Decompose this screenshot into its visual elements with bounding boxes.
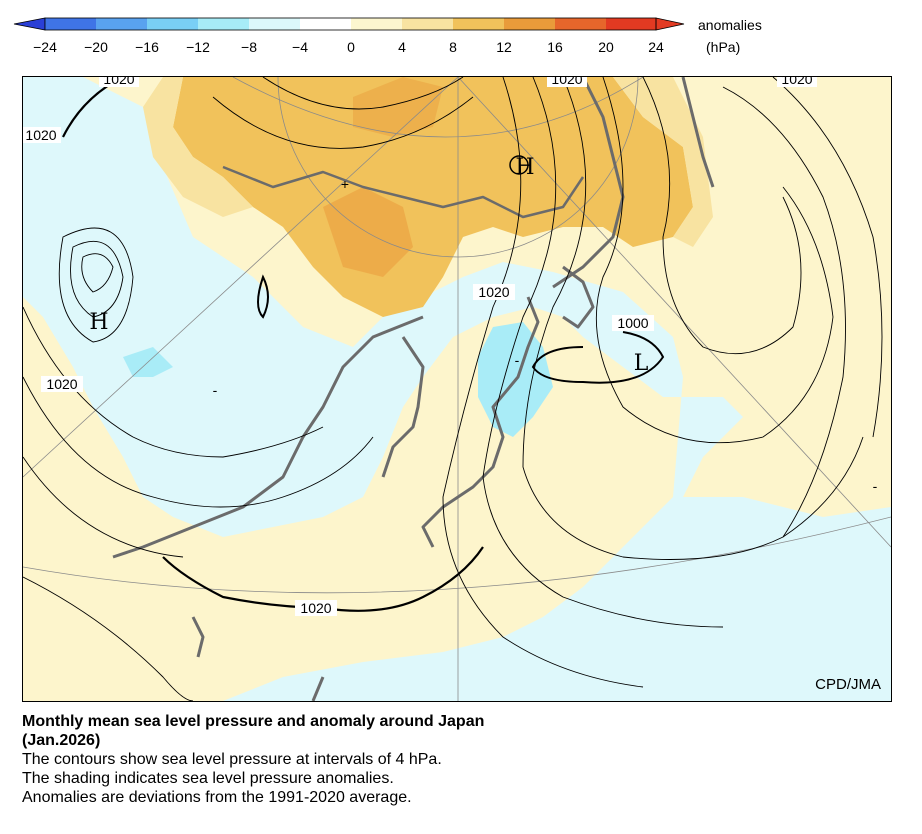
national-border bbox=[222, 165, 585, 219]
caption-title: Monthly mean sea level pressure and anom… bbox=[22, 713, 485, 730]
isobar-label-1020-b: 1020 bbox=[25, 127, 56, 143]
colorbar-swatch-11 bbox=[555, 18, 606, 30]
coastline-kamchatka bbox=[681, 77, 715, 188]
high-center-west: H bbox=[89, 310, 108, 335]
colorbar-swatch-4 bbox=[198, 18, 249, 30]
caption-line-3: Anomalies are deviations from the 1991-2… bbox=[22, 789, 412, 806]
isobar-label-1020-d: 1020 bbox=[781, 77, 812, 87]
caption-subtitle: (Jan.2026) bbox=[22, 732, 101, 749]
colorbar-swatch-1 bbox=[45, 18, 96, 30]
pressure-anomaly-map: 1020 1020 1020 1020 1020 1020 1020 1000 … bbox=[23, 77, 891, 701]
isobar-label-1020-a: 1020 bbox=[103, 77, 134, 87]
coastline-korea bbox=[381, 336, 425, 478]
colorbar-swatch-8 bbox=[402, 18, 453, 30]
colorbar-tick-11: 20 bbox=[598, 39, 614, 55]
isobar-labels: 1020 1020 1020 1020 1020 1020 1020 1000 bbox=[23, 77, 817, 616]
colorbar-tick-4: −8 bbox=[241, 39, 257, 55]
colorbar-tick-3: −12 bbox=[186, 39, 210, 55]
caption-line-1: The contours show sea level pressure at … bbox=[22, 751, 442, 768]
anomaly-colorbar: −24 −20 −16 −12 −8 −4 0 4 8 12 16 20 24 … bbox=[13, 17, 762, 55]
colorbar-swatch-2 bbox=[96, 18, 147, 30]
coastline-ryukyu bbox=[311, 676, 325, 701]
colorbar-swatch-0 bbox=[13, 17, 46, 31]
colorbar-swatch-9 bbox=[453, 18, 504, 30]
colorbar-tick-1: −20 bbox=[84, 39, 108, 55]
colorbar-tick-9: 12 bbox=[496, 39, 512, 55]
colorbar-tick-10: 16 bbox=[547, 39, 563, 55]
coastlines bbox=[112, 77, 715, 701]
colorbar-tick-6: 0 bbox=[347, 39, 355, 55]
isobars bbox=[23, 77, 883, 701]
colorbar-tick-7: 4 bbox=[398, 39, 406, 55]
credit-label: CPD/JMA bbox=[815, 676, 881, 693]
positive-anomaly-region bbox=[173, 77, 693, 317]
graticule bbox=[23, 77, 891, 701]
anomaly-minus-mark-1: - bbox=[515, 352, 520, 368]
colorbar-swatch-3 bbox=[147, 18, 198, 30]
colorbar-swatches bbox=[13, 17, 685, 31]
isobar-1000-low bbox=[531, 331, 665, 384]
caption-line-2: The shading indicates sea level pressure… bbox=[22, 770, 394, 787]
negative-anomaly-region bbox=[23, 77, 891, 701]
anomaly-minus-mark-0: - bbox=[213, 382, 218, 398]
colorbar-tick-0: −24 bbox=[33, 39, 57, 55]
colorbar-swatch-6 bbox=[300, 18, 351, 30]
anomaly-minus-mark-2: - bbox=[873, 478, 878, 494]
colorbar-tick-5: −4 bbox=[292, 39, 308, 55]
map-frame: 1020 1020 1020 1020 1020 1020 1020 1000 … bbox=[22, 76, 892, 702]
colorbar-tick-8: 8 bbox=[449, 39, 457, 55]
coastline-japan-hokkaido bbox=[562, 265, 595, 329]
colorbar-tick-12: 24 bbox=[648, 39, 664, 55]
colorbar-swatch-5 bbox=[249, 18, 300, 30]
caption: Monthly mean sea level pressure and anom… bbox=[22, 712, 902, 807]
isobar-label-1020-c: 1020 bbox=[551, 77, 582, 87]
low-center-pacific: L bbox=[634, 351, 649, 376]
colorbar-title-line2: (hPa) bbox=[706, 39, 740, 55]
anomaly-shading bbox=[23, 77, 891, 701]
anomaly-plus-mark: + bbox=[341, 176, 349, 192]
coastline-china-east bbox=[112, 315, 424, 559]
colorbar-title-line1: anomalies bbox=[698, 17, 762, 33]
colorbar-tick-2: −16 bbox=[135, 39, 159, 55]
coastline-taiwan bbox=[191, 616, 205, 658]
isobar-label-1000: 1000 bbox=[617, 315, 648, 331]
isobar-label-1020-f: 1020 bbox=[46, 376, 77, 392]
colorbar-swatch-10 bbox=[504, 18, 555, 30]
colorbar-swatch-13 bbox=[655, 17, 685, 31]
isobar-label-1020-g: 1020 bbox=[300, 600, 331, 616]
coastline-japan-honshu bbox=[421, 296, 540, 548]
colorbar-swatch-12 bbox=[606, 18, 656, 30]
isobar-label-1020-e: 1020 bbox=[478, 284, 509, 300]
colorbar-swatch-7 bbox=[351, 18, 402, 30]
